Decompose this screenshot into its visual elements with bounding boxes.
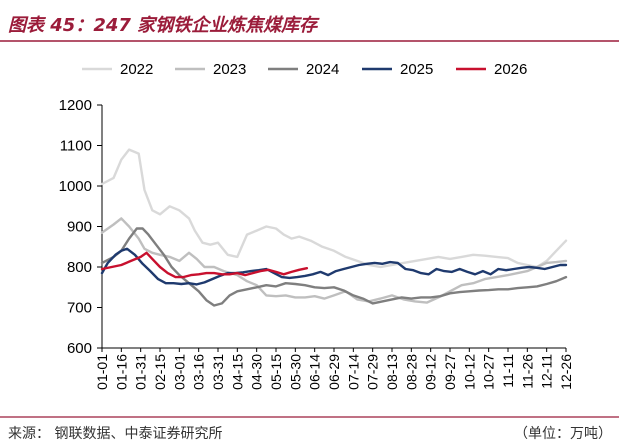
x-tick-label: 09-27 (442, 354, 458, 390)
legend-label-2025: 2025 (400, 61, 433, 78)
legend-label-2024: 2024 (306, 61, 339, 78)
x-tick-label: 11-11 (500, 354, 516, 388)
y-tick-label: 600 (67, 340, 92, 357)
x-tick-label: 06-29 (326, 354, 342, 390)
x-tick-label: 10-27 (481, 354, 497, 390)
x-tick-label: 08-28 (403, 354, 419, 390)
x-tick-label: 03-01 (171, 354, 187, 390)
x-tick-label: 05-30 (287, 354, 303, 390)
x-tick-label: 01-01 (94, 354, 110, 390)
y-tick-label: 800 (67, 259, 92, 276)
y-tick-label: 1000 (59, 178, 92, 195)
x-tick-label: 04-15 (229, 354, 245, 390)
x-tick-label: 07-14 (345, 354, 361, 390)
chart-title: 图表 45：247 家钢铁企业炼焦煤库存 (8, 15, 320, 36)
legend-label-2023: 2023 (213, 61, 246, 78)
x-tick-label: 01-16 (113, 354, 129, 390)
series-line-2026 (100, 251, 309, 279)
series-line-2025 (100, 247, 568, 286)
y-tick-label: 1100 (60, 138, 92, 155)
x-tick-label: 04-30 (249, 354, 265, 390)
x-tick-label: 02-15 (152, 354, 168, 390)
x-tick-label: 12-26 (558, 354, 574, 390)
x-tick-label: 05-15 (268, 354, 284, 390)
x-tick-label: 07-29 (365, 354, 381, 390)
source-note: 来源： 钢联数据、中泰证券研究所 (8, 426, 222, 442)
unit-note: （单位：万吨） (514, 426, 612, 442)
y-axis: 600 700 800 900 1000 1100 1200 (59, 97, 103, 357)
x-tick-label: 08-13 (384, 354, 400, 390)
x-tick-label: 03-31 (210, 354, 226, 390)
series-line-2022 (100, 148, 568, 269)
x-tick-label: 03-16 (191, 354, 207, 390)
y-tick-label: 700 (67, 300, 92, 317)
y-tick-label: 900 (67, 219, 92, 236)
series-line-2023 (100, 217, 568, 304)
x-tick-label: 01-31 (133, 354, 149, 390)
series-line-2024 (100, 227, 568, 307)
legend: 2022 2023 2024 2025 2026 (82, 61, 527, 78)
plot-area (100, 148, 568, 307)
x-tick-label: 10-12 (461, 354, 477, 390)
y-tick-label: 1200 (59, 97, 92, 114)
x-tick-label: 06-14 (307, 354, 323, 390)
x-axis: 01-01 01-16 01-31 02-15 03-01 03-16 03-31 04-15… (94, 347, 574, 390)
x-tick-label: 12-11 (539, 354, 555, 389)
legend-label-2022: 2022 (120, 61, 153, 78)
legend-label-2026: 2026 (494, 61, 527, 78)
x-tick-label: 09-12 (423, 354, 439, 390)
x-tick-label: 11-26 (519, 354, 535, 389)
